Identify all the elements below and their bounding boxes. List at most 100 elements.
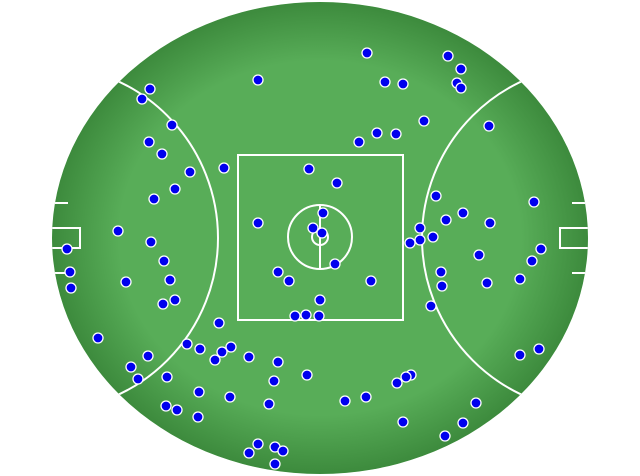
- point: [514, 349, 526, 361]
- point: [148, 193, 160, 205]
- point: [268, 375, 280, 387]
- point: [289, 310, 301, 322]
- point: [404, 237, 416, 249]
- point: [390, 128, 402, 140]
- point: [442, 50, 454, 62]
- point: [92, 332, 104, 344]
- point: [365, 275, 377, 287]
- point: [65, 282, 77, 294]
- point: [61, 243, 73, 255]
- point: [339, 395, 351, 407]
- point: [277, 445, 289, 457]
- point: [143, 136, 155, 148]
- point: [316, 227, 328, 239]
- point: [120, 276, 132, 288]
- point: [457, 417, 469, 429]
- point: [252, 438, 264, 450]
- point: [252, 74, 264, 86]
- point: [160, 400, 172, 412]
- point: [64, 266, 76, 278]
- point: [425, 300, 437, 312]
- point: [166, 119, 178, 131]
- point: [171, 404, 183, 416]
- point: [112, 225, 124, 237]
- point: [213, 317, 225, 329]
- point: [218, 162, 230, 174]
- point: [427, 231, 439, 243]
- point: [317, 207, 329, 219]
- point: [473, 249, 485, 261]
- point: [414, 234, 426, 246]
- point: [193, 386, 205, 398]
- point: [300, 309, 312, 321]
- point: [303, 163, 315, 175]
- point: [156, 148, 168, 160]
- point: [283, 275, 295, 287]
- point: [184, 166, 196, 178]
- point: [158, 255, 170, 267]
- point: [169, 294, 181, 306]
- point: [225, 341, 237, 353]
- point: [533, 343, 545, 355]
- point: [361, 47, 373, 59]
- point: [192, 411, 204, 423]
- point: [397, 78, 409, 90]
- point: [243, 351, 255, 363]
- point: [514, 273, 526, 285]
- points: [61, 47, 547, 470]
- point: [224, 391, 236, 403]
- point: [391, 377, 403, 389]
- point: [263, 398, 275, 410]
- point: [439, 430, 451, 442]
- point: [371, 127, 383, 139]
- point: [145, 236, 157, 248]
- point: [526, 255, 538, 267]
- point: [194, 343, 206, 355]
- point: [535, 243, 547, 255]
- point: [307, 222, 319, 234]
- point: [481, 277, 493, 289]
- point: [483, 120, 495, 132]
- point: [272, 356, 284, 368]
- point: [181, 338, 193, 350]
- point: [252, 217, 264, 229]
- point: [418, 115, 430, 127]
- point: [164, 274, 176, 286]
- point: [142, 350, 154, 362]
- point: [144, 83, 156, 95]
- point: [313, 310, 325, 322]
- point: [301, 369, 313, 381]
- point: [243, 447, 255, 459]
- point: [125, 361, 137, 373]
- point: [331, 177, 343, 189]
- point: [455, 63, 467, 75]
- point: [435, 266, 447, 278]
- point: [470, 397, 482, 409]
- point: [436, 280, 448, 292]
- point: [161, 371, 173, 383]
- point: [484, 217, 496, 229]
- point: [216, 346, 228, 358]
- point: [430, 190, 442, 202]
- point: [397, 416, 409, 428]
- point: [157, 298, 169, 310]
- point: [379, 76, 391, 88]
- point: [440, 214, 452, 226]
- point: [353, 136, 365, 148]
- point: [400, 371, 412, 383]
- point: [528, 196, 540, 208]
- point: [414, 222, 426, 234]
- point: [455, 82, 467, 94]
- point: [169, 183, 181, 195]
- point: [272, 266, 284, 278]
- point: [209, 354, 221, 366]
- point: [360, 391, 372, 403]
- point: [457, 207, 469, 219]
- point: [132, 373, 144, 385]
- point: [329, 258, 341, 270]
- point: [314, 294, 326, 306]
- point: [269, 458, 281, 470]
- point: [136, 93, 148, 105]
